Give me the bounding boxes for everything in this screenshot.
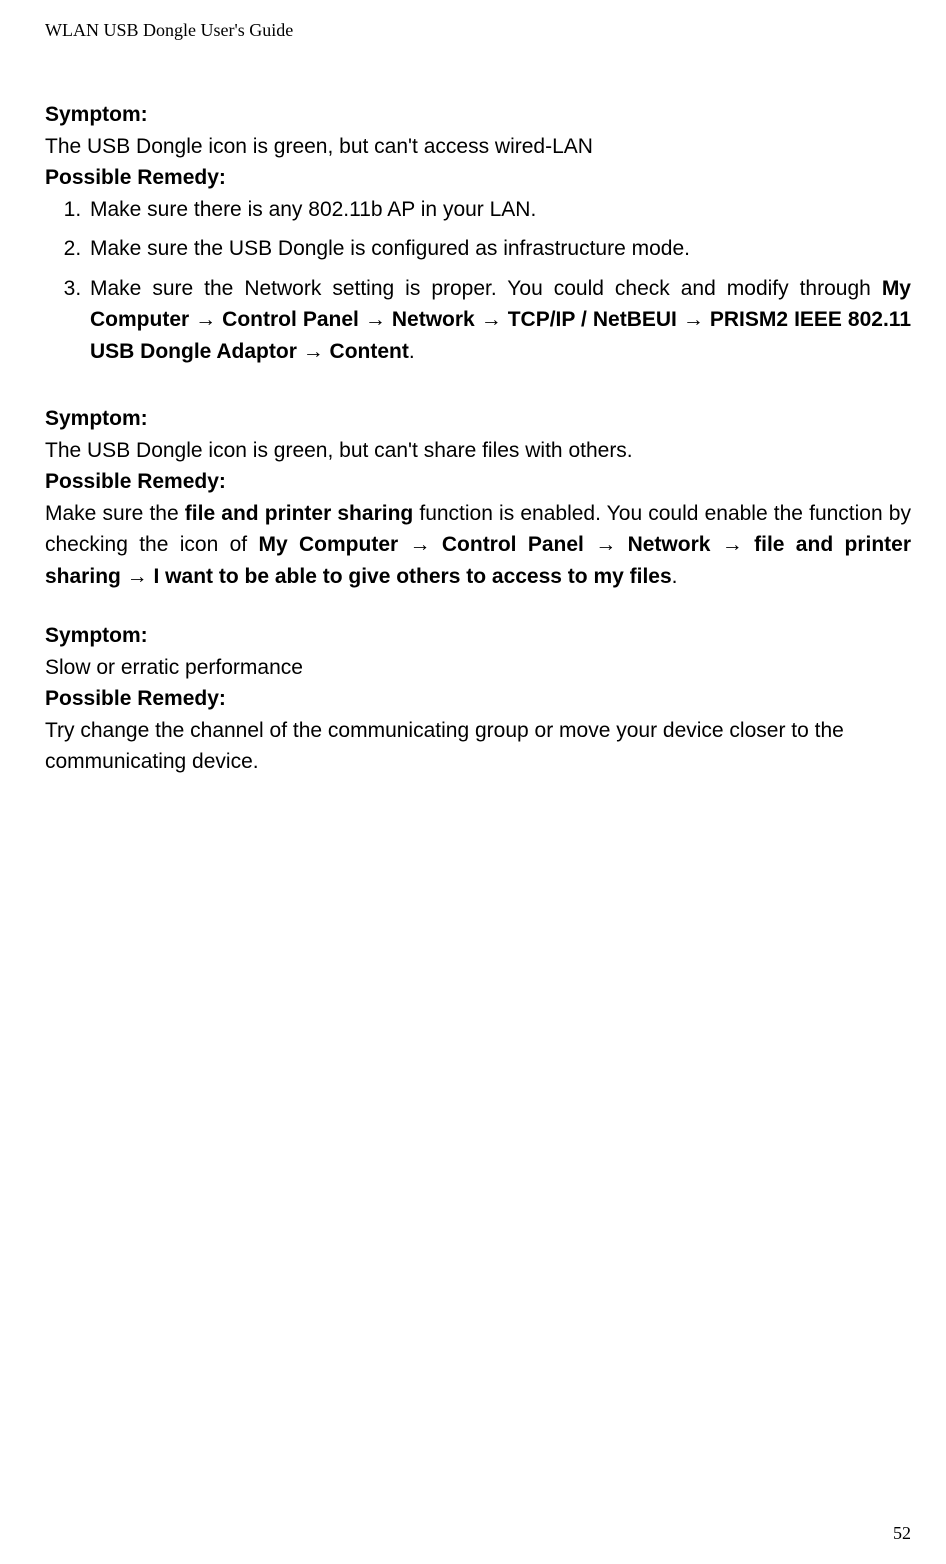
symptom-label-2: Symptom: (45, 403, 911, 435)
text-span: . (409, 340, 415, 363)
remedy-label-3: Possible Remedy: (45, 683, 911, 715)
remedy-body-2: Make sure the file and printer sharing f… (45, 498, 911, 593)
symptom-text-2: The USB Dongle icon is green, but can't … (45, 435, 911, 467)
page-header: WLAN USB Dongle User's Guide (45, 20, 911, 41)
remedy-list-1: Make sure there is any 802.11b AP in you… (45, 194, 911, 368)
text-span: Make sure the (45, 502, 185, 525)
remedy-label-1: Possible Remedy: (45, 162, 911, 194)
bold-span: file and printer sharing (185, 502, 413, 525)
remedy-body-3: Try change the channel of the communicat… (45, 715, 911, 778)
text-span: Make sure the Network setting is proper.… (90, 277, 882, 300)
body-content: Symptom: The USB Dongle icon is green, b… (45, 99, 911, 778)
spacer (45, 375, 911, 403)
list-item: Make sure the Network setting is proper.… (87, 273, 911, 368)
symptom-label-1: Symptom: (45, 99, 911, 131)
symptom-text-3: Slow or erratic performance (45, 652, 911, 684)
remedy-label-2: Possible Remedy: (45, 466, 911, 498)
symptom-label-3: Symptom: (45, 620, 911, 652)
list-item: Make sure the USB Dongle is configured a… (87, 233, 911, 265)
text-span: . (672, 565, 678, 588)
symptom-text-1: The USB Dongle icon is green, but can't … (45, 131, 911, 163)
list-item: Make sure there is any 802.11b AP in you… (87, 194, 911, 226)
spacer (45, 592, 911, 620)
document-page: WLAN USB Dongle User's Guide Symptom: Th… (0, 0, 946, 1564)
page-number: 52 (893, 1523, 911, 1544)
